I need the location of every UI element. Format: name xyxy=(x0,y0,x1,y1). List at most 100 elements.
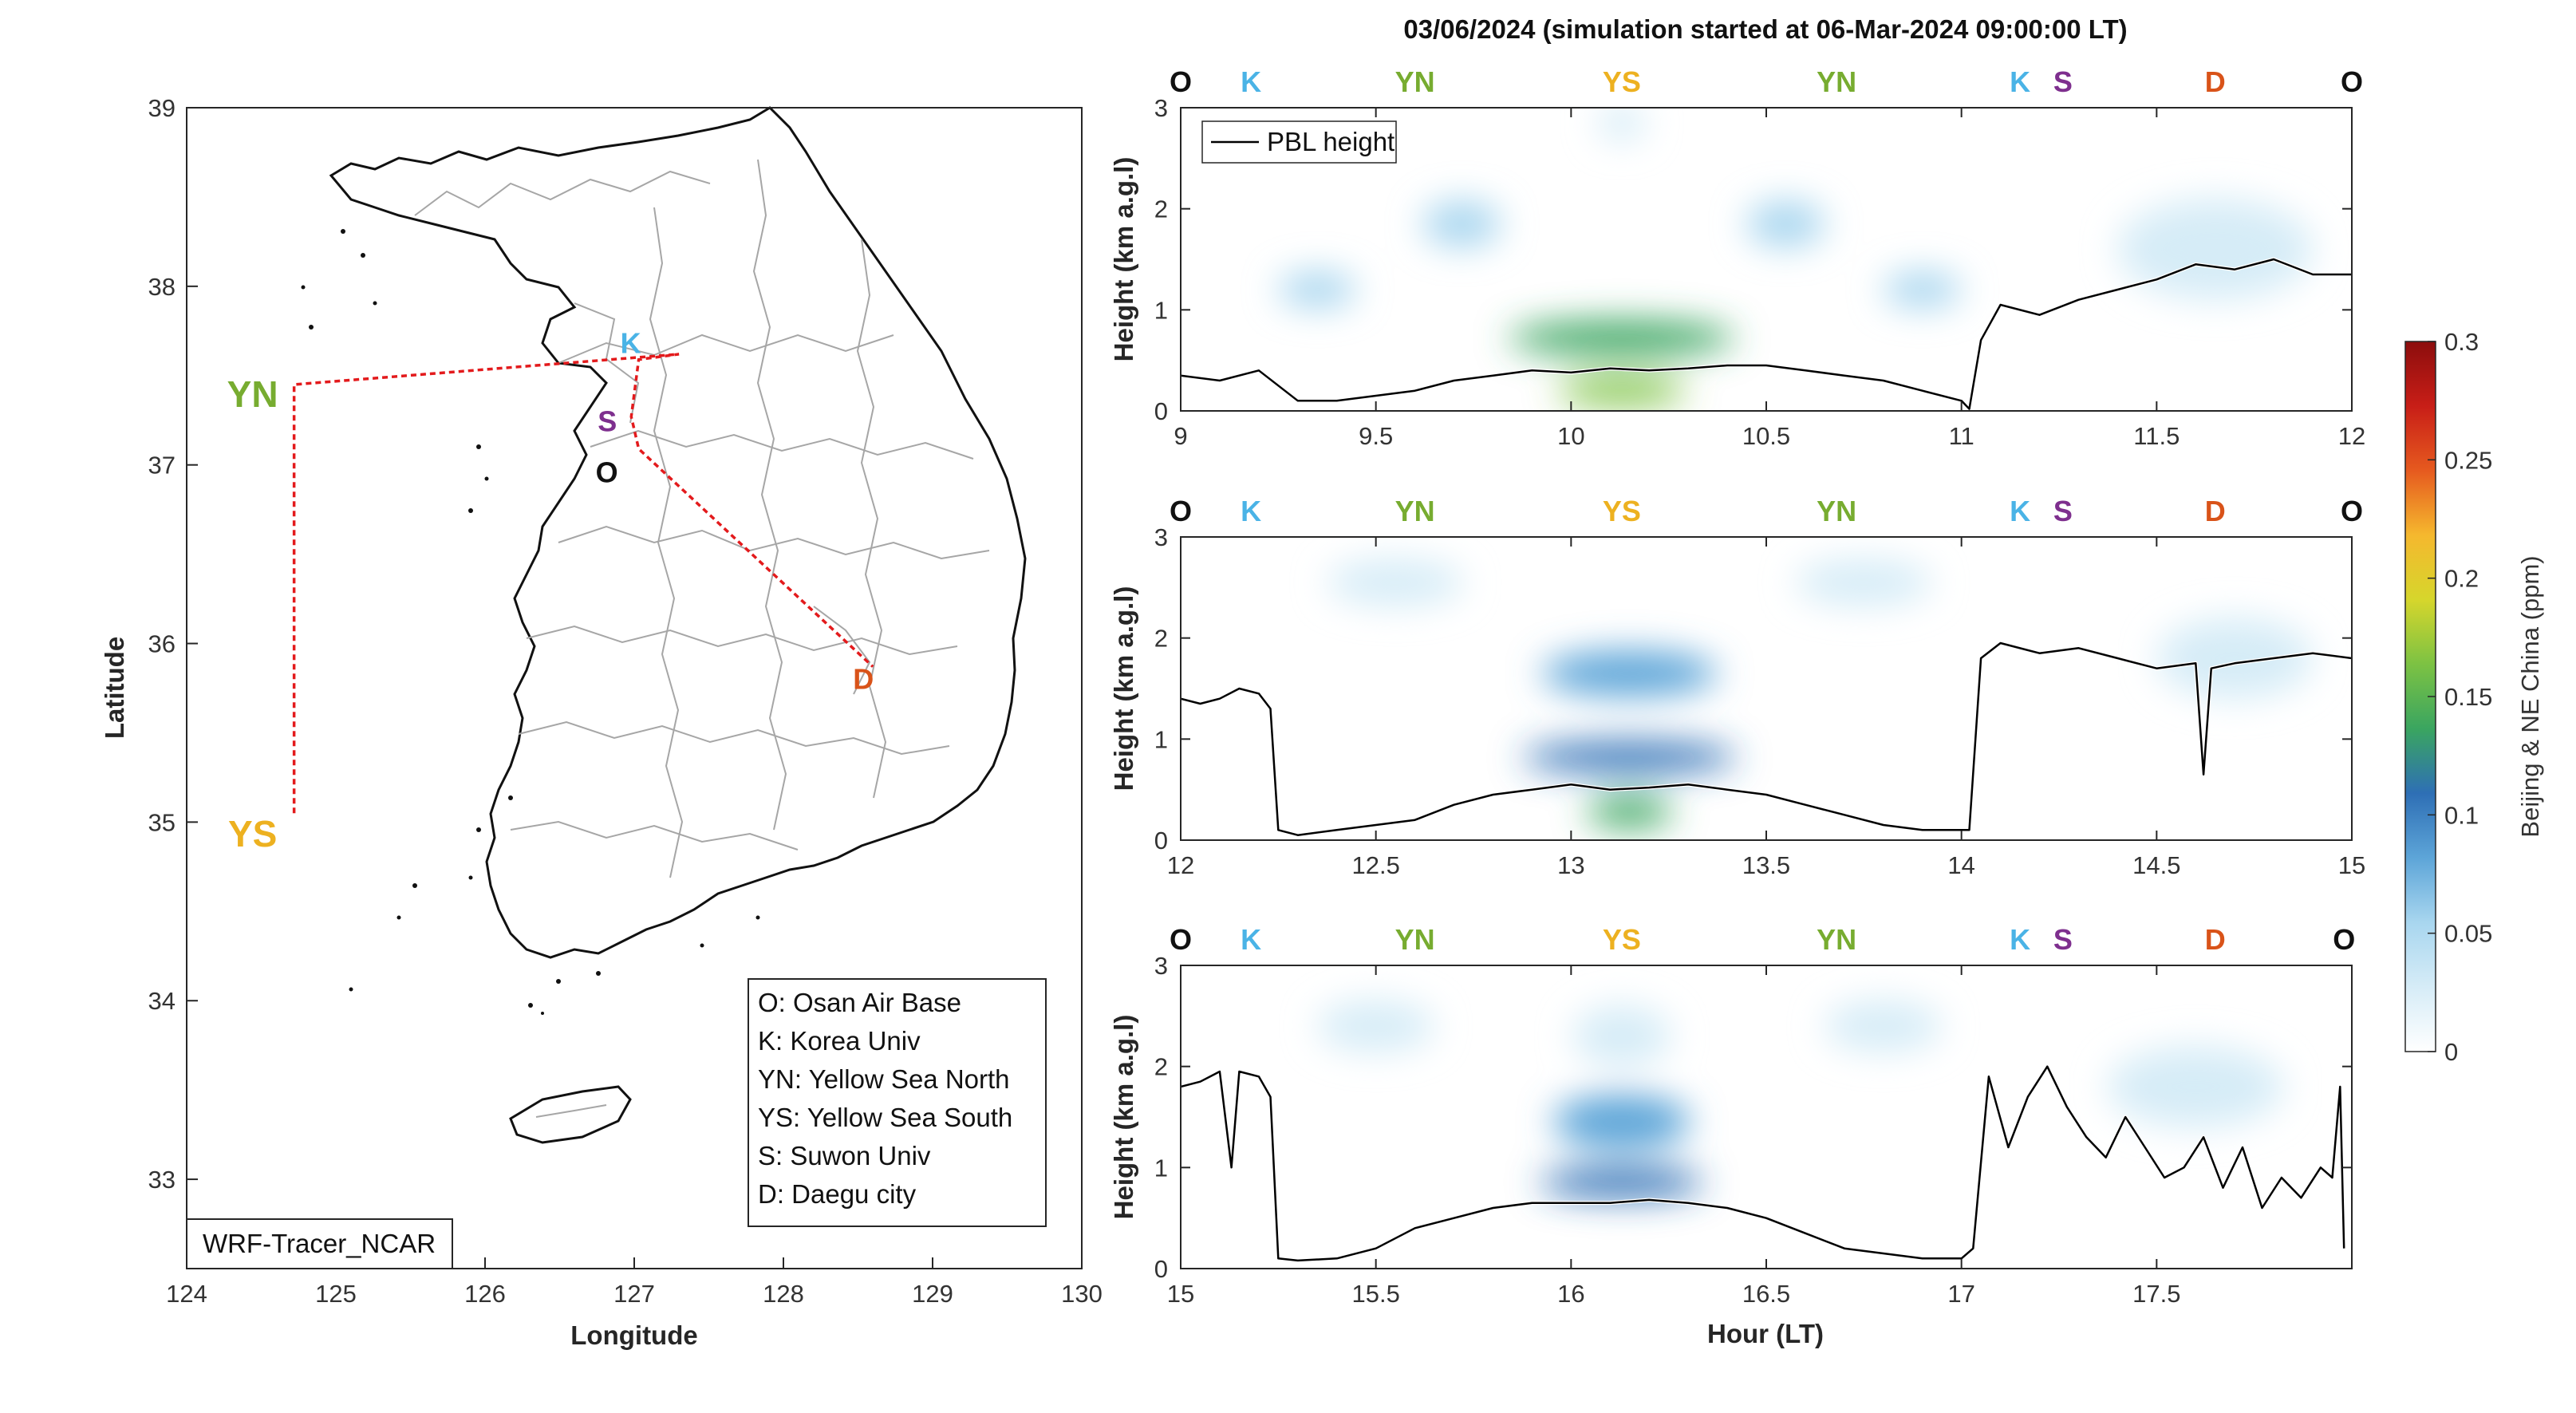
islands-icon xyxy=(301,229,760,1015)
curtain-plume-cell xyxy=(1422,201,1501,247)
curtain-site-label-s: S xyxy=(2053,65,2073,98)
curtain-site-label-k: K xyxy=(2010,923,2030,956)
curtain-x-tick-label: 9.5 xyxy=(1359,422,1393,450)
map-y-tick-label: 39 xyxy=(148,94,176,122)
curtain-plume-cell xyxy=(1327,559,1464,606)
curtain-image xyxy=(1181,965,2352,1269)
curtain-y-axis-label: Height (km a.g.l) xyxy=(1109,586,1138,791)
curtain-x-tick-label: 15 xyxy=(1167,1280,1194,1308)
colorbar-tick-label: 0 xyxy=(2444,1038,2458,1066)
curtain-x-tick-label: 14.5 xyxy=(2132,851,2180,879)
curtain-x-tick-label: 9 xyxy=(1174,422,1187,450)
map-x-tick-label: 126 xyxy=(464,1280,506,1308)
curtain-x-tick-label: 11 xyxy=(1949,422,1974,450)
map-site-label-yn: YN xyxy=(227,373,278,415)
curtain-y-axis-label: Height (km a.g.l) xyxy=(1109,157,1138,362)
curtain-plume-cell xyxy=(1795,559,1932,606)
map-x-tick-label: 130 xyxy=(1061,1280,1103,1308)
map-site-label-d: D xyxy=(853,663,874,696)
curtain-x-tick-label: 16.5 xyxy=(1742,1280,1790,1308)
site-legend-entry: O: Osan Air Base xyxy=(758,988,961,1017)
colorbar-tick-label: 0.1 xyxy=(2444,801,2479,829)
curtain-site-label-s: S xyxy=(2053,495,2073,527)
curtain-plume-cell xyxy=(1883,271,1962,308)
curtain-plume-cell xyxy=(1522,742,1738,773)
curtain-x-tick-label: 12 xyxy=(2338,422,2365,450)
jeju-island-icon xyxy=(509,1085,632,1144)
curtain-site-label-o: O xyxy=(1170,923,1192,956)
curtain-y-tick-label: 1 xyxy=(1154,725,1168,753)
curtain-site-label-yn: YN xyxy=(1817,923,1856,956)
curtain-site-label-yn: YN xyxy=(1817,65,1856,98)
curtain-plume xyxy=(1317,1001,2284,1198)
curtain-y-tick-label: 3 xyxy=(1154,952,1168,980)
curtain-x-tick-label: 17.5 xyxy=(2132,1280,2180,1308)
curtain-x-tick-label: 12.5 xyxy=(1351,851,1399,879)
curtain-y-tick-label: 0 xyxy=(1154,1255,1168,1283)
map-x-axis-label: Longitude xyxy=(570,1320,697,1350)
curtain-y-tick-label: 0 xyxy=(1154,397,1168,425)
curtain-site-label-ys: YS xyxy=(1603,923,1641,956)
site-legend-entry: K: Korea Univ xyxy=(758,1026,921,1056)
map-y-tick-label: 36 xyxy=(148,630,176,658)
map-x-tick-label: 127 xyxy=(613,1280,655,1308)
curtain-plume-cell xyxy=(1509,321,1735,356)
curtain-site-label-k: K xyxy=(1241,65,1261,98)
map-y-tick-label: 37 xyxy=(148,452,176,480)
curtain-plume-cell xyxy=(1557,376,1686,405)
curtain-y-tick-label: 0 xyxy=(1154,827,1168,855)
pbl-height-line xyxy=(1181,641,2352,836)
colorbar-tick-label: 0.15 xyxy=(2444,683,2492,711)
site-legend-entries: O: Osan Air Base K: Korea Univ YN: Yellow … xyxy=(758,988,1012,1209)
colorbar-tick-label: 0.2 xyxy=(2444,565,2479,593)
admin-boundary-icon xyxy=(414,159,990,878)
curtain-site-label-yn: YN xyxy=(1395,495,1435,527)
curtain-site-label-yn: YN xyxy=(1395,65,1435,98)
map-x-tick-label: 128 xyxy=(763,1280,804,1308)
curtain-y-tick-label: 1 xyxy=(1154,1154,1168,1182)
map-site-label-o: O xyxy=(596,456,618,489)
curtain-plume-cell xyxy=(1541,650,1718,697)
curtain-site-label-o: O xyxy=(1170,495,1192,527)
curtain-panel-bottom: 15 15.5 16 16.5 17 17.5 0 1 2 3 Height (km a.g.l) O… xyxy=(1109,923,2355,1308)
curtain-site-label-o: O xyxy=(2341,65,2363,98)
pbl-legend: PBL height xyxy=(1201,120,1397,164)
curtain-x-tick-label: 16 xyxy=(1557,1280,1584,1308)
curtain-plume-cell xyxy=(1572,1005,1671,1067)
map-site-labels: YN YS K SO D xyxy=(227,327,874,855)
site-legend-entry: S: Suwon Univ xyxy=(758,1141,931,1170)
model-label: WRF-Tracer_NCAR xyxy=(203,1229,436,1258)
site-legend-box: O: Osan Air Base K: Korea Univ YN: Yellow … xyxy=(748,978,1047,1227)
curtain-x-tick-label: 14 xyxy=(1947,851,1974,879)
pbl-height-line xyxy=(1181,258,2352,410)
curtain-site-label-d: D xyxy=(2205,495,2226,527)
curtain-plume-cell xyxy=(1553,1094,1690,1151)
map-y-tick-label: 35 xyxy=(148,808,176,836)
curtain-y-tick-label: 2 xyxy=(1154,1053,1168,1081)
curtain-site-label-k: K xyxy=(2010,65,2030,98)
curtain-x-tick-label: 13.5 xyxy=(1742,851,1790,879)
curtain-y-tick-label: 1 xyxy=(1154,296,1168,324)
curtain-x-tick-label: 10 xyxy=(1557,422,1584,450)
colorbar: 0 0.05 0.1 0.15 0.2 0.25 0.3 Beijing & NE Chin… xyxy=(2404,328,2544,1066)
curtain-site-label-s: S xyxy=(2053,923,2073,956)
map-site-label-s: S xyxy=(598,405,617,437)
map-site-label-ys: YS xyxy=(228,813,277,855)
curtain-x-tick-label: 12 xyxy=(1167,851,1194,879)
curtain-y-tick-label: 3 xyxy=(1154,94,1168,122)
curtain-site-label-k: K xyxy=(1241,495,1261,527)
site-legend-entry: YS: Yellow Sea South xyxy=(758,1103,1012,1132)
map-y-axis-label: Latitude xyxy=(100,637,129,739)
curtain-x-tick-label: 15 xyxy=(2338,851,2365,879)
curtain-plume-cell xyxy=(2117,199,2314,300)
curtain-plume-cell xyxy=(1586,796,1673,827)
model-label-box: WRF-Tracer_NCAR xyxy=(186,1218,453,1269)
curtain-image xyxy=(1181,537,2352,840)
site-legend-entry: YN: Yellow Sea North xyxy=(758,1064,1010,1094)
map-x-tick-label: 124 xyxy=(166,1280,207,1308)
map-x-tick-label: 129 xyxy=(912,1280,953,1308)
